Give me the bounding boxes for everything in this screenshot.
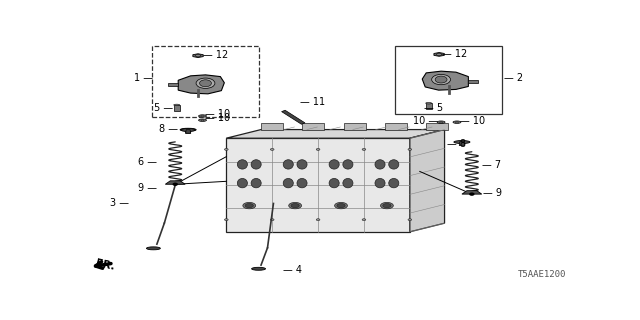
Ellipse shape bbox=[201, 120, 204, 121]
Ellipse shape bbox=[297, 160, 307, 169]
Text: — 11: — 11 bbox=[300, 98, 325, 108]
Circle shape bbox=[470, 193, 474, 195]
Ellipse shape bbox=[237, 179, 248, 188]
Polygon shape bbox=[168, 83, 178, 86]
Polygon shape bbox=[227, 138, 410, 232]
Ellipse shape bbox=[181, 129, 195, 132]
Circle shape bbox=[270, 219, 274, 220]
Circle shape bbox=[225, 148, 228, 150]
Text: — 10: — 10 bbox=[205, 114, 230, 124]
Polygon shape bbox=[227, 130, 445, 138]
Polygon shape bbox=[193, 54, 204, 58]
Text: FR.: FR. bbox=[94, 258, 115, 271]
Ellipse shape bbox=[297, 179, 307, 188]
Circle shape bbox=[335, 203, 348, 209]
Polygon shape bbox=[173, 105, 180, 111]
Circle shape bbox=[436, 53, 442, 56]
Ellipse shape bbox=[284, 160, 293, 169]
Ellipse shape bbox=[329, 160, 339, 169]
Text: 5 —: 5 — bbox=[154, 103, 173, 113]
Text: — 9: — 9 bbox=[483, 188, 502, 198]
Ellipse shape bbox=[440, 122, 443, 123]
Circle shape bbox=[245, 204, 253, 208]
Ellipse shape bbox=[437, 121, 445, 124]
Ellipse shape bbox=[454, 140, 470, 143]
Polygon shape bbox=[344, 123, 365, 130]
Circle shape bbox=[408, 219, 412, 220]
Ellipse shape bbox=[196, 78, 215, 88]
Circle shape bbox=[270, 148, 274, 150]
Circle shape bbox=[408, 148, 412, 150]
Ellipse shape bbox=[329, 179, 339, 188]
Circle shape bbox=[316, 219, 320, 220]
Circle shape bbox=[225, 219, 228, 220]
Circle shape bbox=[289, 203, 301, 209]
Text: — 10: — 10 bbox=[205, 109, 230, 119]
Ellipse shape bbox=[147, 247, 161, 250]
Circle shape bbox=[362, 219, 366, 220]
Polygon shape bbox=[186, 130, 191, 133]
Circle shape bbox=[243, 203, 256, 209]
Text: 9 —: 9 — bbox=[138, 183, 157, 193]
Polygon shape bbox=[422, 71, 468, 90]
Circle shape bbox=[316, 148, 320, 150]
Polygon shape bbox=[385, 123, 407, 130]
Text: — 2: — 2 bbox=[504, 73, 524, 83]
Ellipse shape bbox=[180, 128, 196, 131]
Text: — 10: — 10 bbox=[460, 116, 485, 126]
Polygon shape bbox=[426, 123, 448, 130]
Polygon shape bbox=[460, 142, 465, 146]
Ellipse shape bbox=[388, 160, 399, 169]
Text: 8 —: 8 — bbox=[159, 124, 178, 134]
Circle shape bbox=[362, 148, 366, 150]
Ellipse shape bbox=[431, 74, 451, 85]
Polygon shape bbox=[165, 181, 185, 184]
Polygon shape bbox=[282, 110, 305, 124]
Text: — 8: — 8 bbox=[447, 139, 466, 149]
Polygon shape bbox=[178, 75, 225, 94]
Ellipse shape bbox=[343, 179, 353, 188]
Ellipse shape bbox=[252, 267, 266, 270]
Text: — 12: — 12 bbox=[442, 49, 467, 59]
Ellipse shape bbox=[453, 121, 461, 124]
Ellipse shape bbox=[375, 160, 385, 169]
Ellipse shape bbox=[198, 115, 207, 117]
Circle shape bbox=[196, 54, 200, 57]
Text: 1 —: 1 — bbox=[134, 73, 154, 83]
Ellipse shape bbox=[426, 102, 431, 104]
Text: 6 —: 6 — bbox=[138, 157, 157, 167]
Text: — 4: — 4 bbox=[284, 265, 302, 275]
Polygon shape bbox=[410, 130, 445, 232]
Polygon shape bbox=[186, 129, 191, 133]
Ellipse shape bbox=[284, 179, 293, 188]
Text: 10 —: 10 — bbox=[413, 116, 438, 126]
Ellipse shape bbox=[251, 160, 261, 169]
Polygon shape bbox=[434, 52, 444, 56]
Ellipse shape bbox=[200, 80, 211, 87]
Ellipse shape bbox=[343, 160, 353, 169]
Ellipse shape bbox=[237, 160, 248, 169]
Text: — 12: — 12 bbox=[203, 50, 228, 60]
Circle shape bbox=[383, 204, 391, 208]
Text: T5AAE1200: T5AAE1200 bbox=[518, 270, 566, 279]
Polygon shape bbox=[426, 103, 431, 109]
Ellipse shape bbox=[456, 122, 458, 123]
Ellipse shape bbox=[251, 179, 261, 188]
Ellipse shape bbox=[435, 76, 447, 83]
Polygon shape bbox=[462, 191, 482, 194]
Circle shape bbox=[291, 204, 300, 208]
Ellipse shape bbox=[388, 179, 399, 188]
Polygon shape bbox=[261, 123, 283, 130]
Circle shape bbox=[337, 204, 345, 208]
Text: 3 —: 3 — bbox=[109, 198, 129, 209]
Ellipse shape bbox=[173, 104, 180, 106]
Circle shape bbox=[380, 203, 394, 209]
Text: — 5: — 5 bbox=[424, 103, 444, 113]
Polygon shape bbox=[302, 123, 324, 130]
Polygon shape bbox=[468, 80, 478, 83]
Ellipse shape bbox=[198, 119, 207, 121]
Circle shape bbox=[173, 183, 177, 185]
Ellipse shape bbox=[375, 179, 385, 188]
Text: — 7: — 7 bbox=[482, 160, 501, 170]
